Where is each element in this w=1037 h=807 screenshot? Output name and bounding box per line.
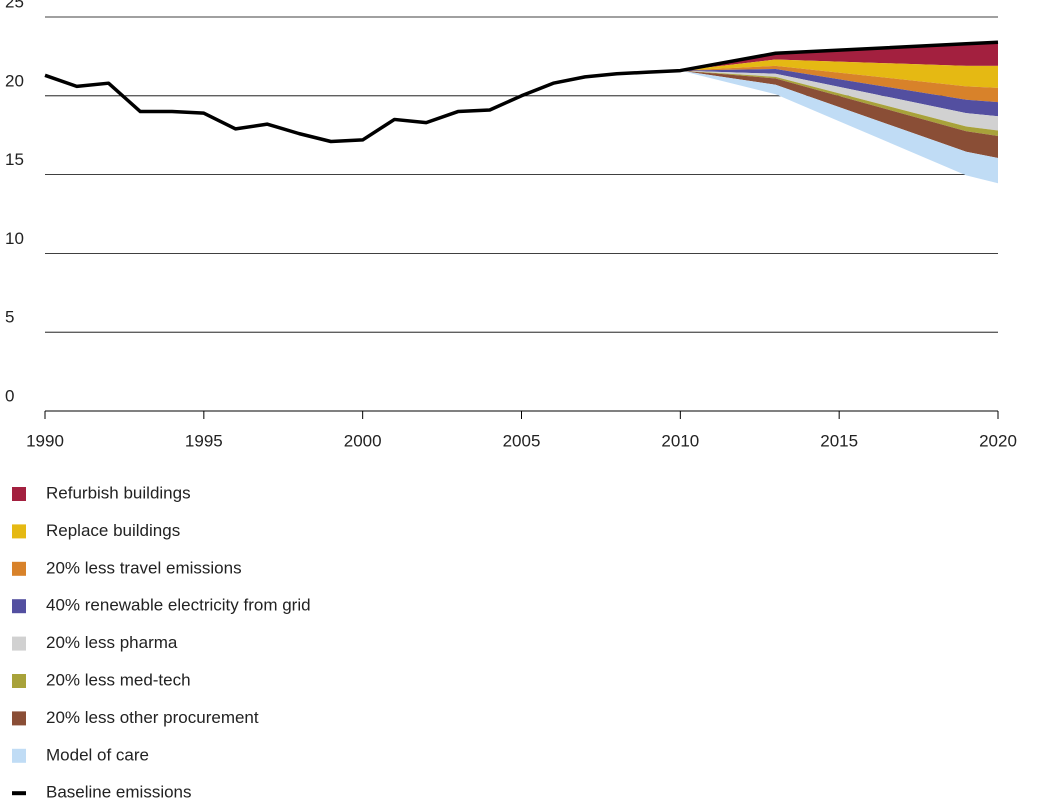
baseline-line xyxy=(44,40,999,144)
y-tick-label: 5 xyxy=(5,308,14,327)
legend-swatch xyxy=(12,487,26,501)
wedge-area xyxy=(680,65,998,103)
legend-label: Replace buildings xyxy=(46,521,180,540)
legend-swatch xyxy=(12,748,26,763)
y-tick-label: 25 xyxy=(5,0,24,11)
legend-label: 20% less pharma xyxy=(46,633,178,652)
x-tick-label: 1990 xyxy=(26,431,64,450)
legend-label: Baseline emissions xyxy=(46,783,192,802)
legend-label: 20% less other procurement xyxy=(46,708,259,727)
y-tick-label: 10 xyxy=(5,229,24,248)
legend-label: Model of care xyxy=(46,745,149,764)
y-tick-label: 0 xyxy=(5,386,14,405)
legend-label: 20% less med-tech xyxy=(46,670,191,689)
x-tick-label: 1995 xyxy=(185,431,223,450)
wedge-area xyxy=(680,59,998,88)
legend-swatch xyxy=(12,524,26,539)
wedge-area xyxy=(680,69,998,117)
x-tick-label: 2020 xyxy=(979,431,1017,450)
legend-label: Refurbish buildings xyxy=(46,483,191,502)
wedge-area xyxy=(680,70,998,184)
x-tick-label: 2015 xyxy=(820,431,858,450)
wedge-area xyxy=(680,70,998,131)
wedge-area xyxy=(680,70,998,136)
legend-swatch xyxy=(12,561,26,576)
wedge-area xyxy=(680,42,998,71)
legend-label: 40% renewable electricity from grid xyxy=(46,596,311,615)
wedge-area xyxy=(680,70,998,159)
x-tick-label: 2000 xyxy=(344,431,382,450)
legend-swatch xyxy=(12,791,26,796)
y-tick-label: 20 xyxy=(5,71,24,90)
legend-swatch xyxy=(12,674,26,688)
y-tick-label: 15 xyxy=(5,150,24,169)
x-tick-label: 2010 xyxy=(661,431,699,450)
x-tick-label: 2005 xyxy=(503,431,541,450)
legend-swatch xyxy=(12,711,26,726)
legend-swatch xyxy=(12,599,26,614)
legend-label: 20% less travel emissions xyxy=(46,558,242,577)
legend-swatch xyxy=(12,636,26,651)
